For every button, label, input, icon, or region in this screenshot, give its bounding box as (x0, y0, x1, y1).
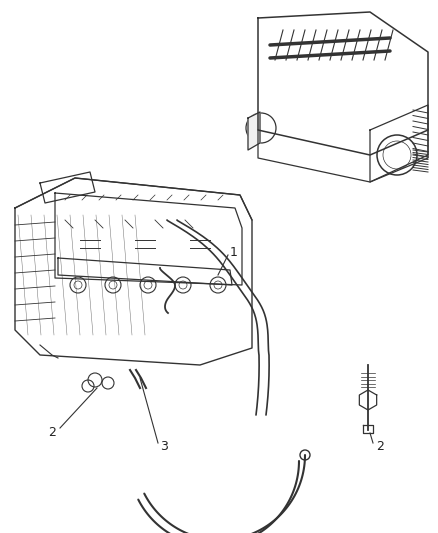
Text: 2: 2 (48, 425, 56, 439)
Text: 1: 1 (230, 246, 238, 259)
Text: 3: 3 (160, 440, 168, 454)
Text: 2: 2 (376, 440, 384, 454)
Polygon shape (248, 112, 260, 150)
